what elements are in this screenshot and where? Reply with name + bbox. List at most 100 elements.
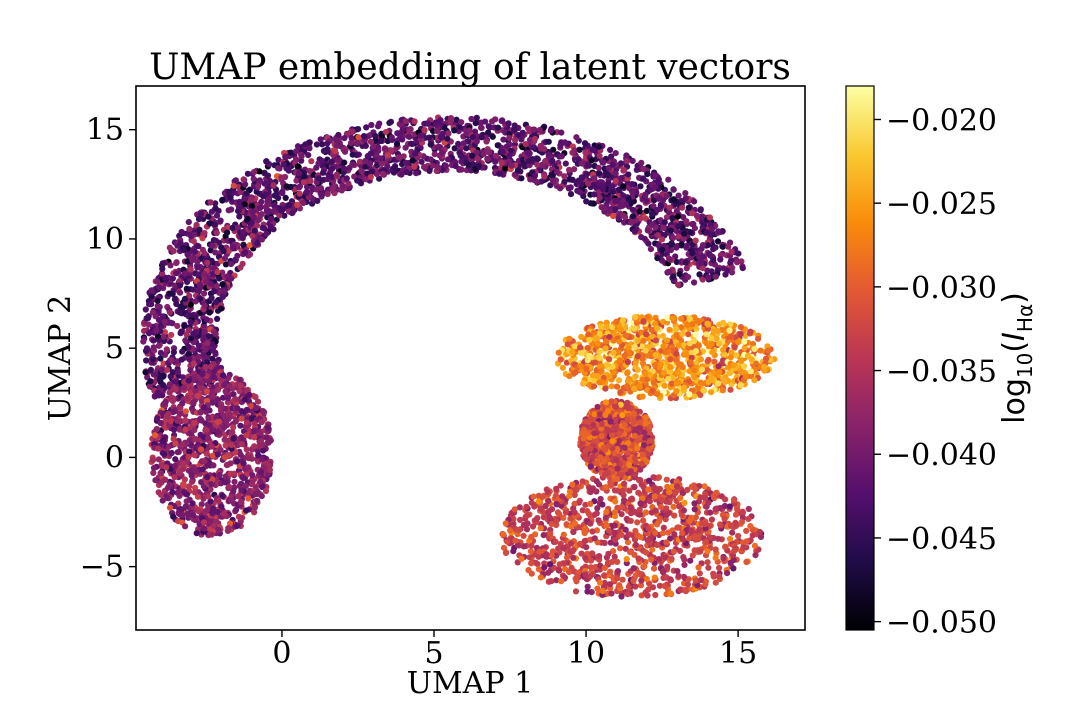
scatter-point — [460, 140, 467, 147]
scatter-point — [565, 185, 573, 192]
scatter-point — [561, 173, 568, 180]
scatter-point — [612, 198, 619, 205]
scatter-point — [223, 416, 230, 423]
scatter-point — [191, 489, 199, 496]
scatter-point — [324, 190, 331, 198]
scatter-point — [482, 118, 489, 125]
scatter-point — [557, 185, 564, 192]
scatter-point — [612, 170, 619, 177]
scatter-point — [367, 173, 374, 181]
scatter-point — [715, 363, 722, 370]
scatter-point — [251, 168, 258, 176]
scatter-point — [181, 323, 188, 330]
scatter-point — [225, 374, 232, 382]
scatter-point — [673, 258, 680, 266]
scatter-point — [232, 418, 239, 425]
scatter-point — [458, 119, 465, 126]
scatter-point — [444, 156, 452, 163]
scatter-point — [654, 255, 661, 262]
scatter-point — [315, 175, 322, 182]
scatter-point — [747, 368, 754, 375]
scatter-point — [600, 205, 608, 212]
scatter-point — [153, 327, 160, 334]
scatter-point — [204, 474, 211, 481]
scatter-point — [228, 496, 235, 503]
scatter-point — [167, 262, 174, 269]
scatter-point — [596, 348, 603, 355]
scatter-point — [747, 328, 754, 335]
scatter-point — [209, 242, 216, 249]
scatter-point — [584, 180, 592, 187]
scatter-point — [252, 491, 259, 498]
scatter-point — [555, 349, 562, 356]
scatter-point — [241, 201, 248, 208]
scatter-point — [293, 177, 300, 184]
scatter-point — [524, 149, 531, 156]
scatter-point — [251, 509, 258, 516]
scatter-point — [264, 424, 271, 431]
scatter-point — [161, 318, 168, 325]
scatter-point — [705, 356, 712, 363]
scatter-point — [709, 349, 716, 356]
scatter-point — [248, 219, 255, 226]
scatter-point — [185, 219, 192, 226]
scatter-point — [157, 419, 164, 427]
scatter-point — [236, 388, 243, 395]
scatter-point — [244, 215, 251, 222]
scatter-point — [249, 232, 256, 240]
scatter-point — [424, 120, 431, 127]
scatter-point — [251, 434, 258, 441]
scatter-point — [673, 380, 680, 387]
scatter-point — [622, 332, 629, 339]
scatter-point — [160, 313, 167, 320]
scatter-point — [159, 438, 166, 445]
scatter-point — [525, 125, 532, 132]
scatter-point — [183, 331, 190, 338]
scatter-point — [600, 159, 607, 166]
scatter-point — [403, 168, 410, 176]
scatter-point — [200, 519, 208, 526]
scatter-point — [148, 287, 155, 294]
scatter-point — [378, 160, 385, 167]
scatter-point — [199, 466, 206, 473]
scatter-point — [285, 203, 292, 210]
scatter-point — [629, 189, 637, 196]
scatter-point — [313, 186, 320, 193]
scatter-point — [150, 356, 157, 363]
scatter-point — [201, 290, 208, 297]
scatter-point — [233, 523, 240, 530]
scatter-point — [475, 163, 482, 170]
scatter-point — [363, 124, 370, 131]
scatter-point — [146, 330, 153, 337]
scatter-point — [198, 210, 205, 217]
scatter-point — [192, 484, 199, 491]
scatter-point — [218, 377, 225, 384]
scatter-point — [579, 174, 586, 181]
scatter-point — [632, 314, 639, 321]
scatter-point — [730, 362, 737, 369]
scatter-point — [259, 447, 267, 454]
scatter-point — [229, 224, 236, 232]
scatter-point — [166, 504, 174, 511]
scatter-point — [219, 293, 226, 300]
scatter-point — [697, 391, 704, 399]
scatter-point — [650, 379, 657, 386]
scatter-point — [557, 356, 564, 363]
scatter-point — [715, 228, 722, 235]
scatter-point — [761, 363, 768, 370]
scatter-point — [174, 368, 182, 375]
scatter-point — [728, 269, 736, 276]
scatter-point — [591, 147, 599, 154]
scatter-point — [243, 190, 250, 197]
scatter-point — [244, 170, 251, 177]
scatter-point — [164, 484, 172, 491]
scatter-point — [225, 525, 232, 532]
scatter-point — [635, 337, 642, 344]
scatter-point — [652, 337, 660, 344]
scatter-point — [591, 175, 598, 182]
scatter-point — [368, 121, 375, 129]
scatter-point — [644, 313, 651, 320]
scatter-point — [743, 527, 750, 535]
scatter-point — [150, 371, 157, 378]
scatter-point — [402, 159, 410, 166]
